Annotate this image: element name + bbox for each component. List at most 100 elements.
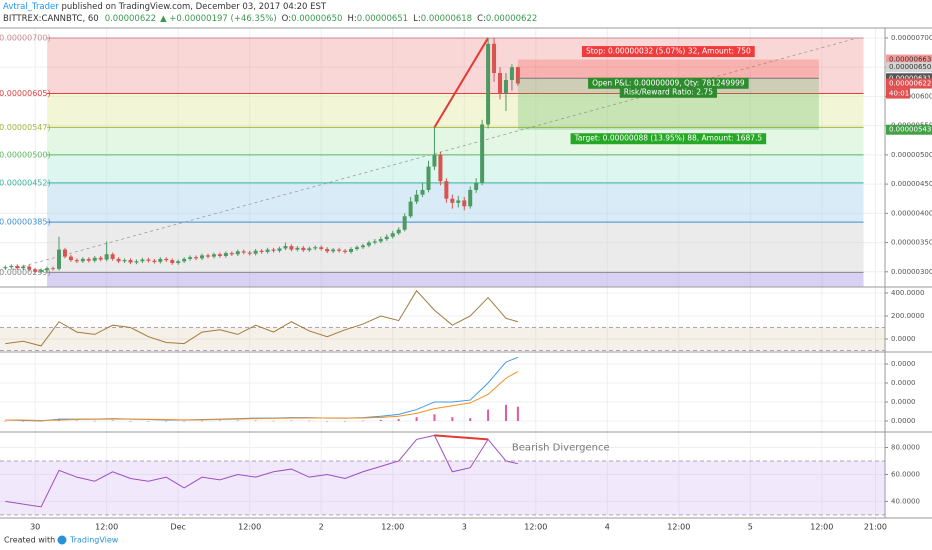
y-tick-label: 60.0000 (891, 470, 920, 478)
candle-body (98, 257, 103, 260)
y-tick-label: 400.0000 (891, 289, 924, 297)
histogram-bar (308, 420, 311, 422)
fib-band (47, 222, 864, 273)
fib-band (47, 93, 864, 128)
author[interactable]: Avtral_Trader (3, 2, 59, 12)
fib-label: (0.00000299) (0, 268, 51, 277)
y-tick-label: 0.00000350 (891, 239, 932, 247)
candle-body (271, 249, 276, 251)
candle-body (384, 236, 389, 240)
histogram-bar (516, 406, 519, 421)
panes: 30 12:00 Dec 12:00 2 12:00 3 12:00 4 12:00 5 12:00 2… (0, 27, 932, 532)
last-price: 0.00000622 (105, 14, 156, 24)
price-badge-label: 0.00000631 (889, 74, 931, 82)
candle-body (265, 249, 270, 252)
histogram-bar (361, 420, 364, 422)
candle-body (259, 250, 264, 252)
indicator-line (5, 289, 519, 347)
price-badge-label: 0.00000543 (889, 126, 931, 134)
candle-body (170, 260, 175, 264)
candle-body (27, 266, 32, 270)
candle-body (152, 260, 157, 262)
candle-body (474, 182, 479, 190)
candle-body (295, 247, 300, 250)
histogram-bar (433, 414, 436, 421)
candle-body (68, 256, 73, 261)
price-badge (886, 54, 932, 65)
y-tick-label: 200.0000 (891, 312, 924, 320)
footer-text: Created with (4, 536, 55, 545)
histogram-bar (379, 419, 382, 421)
candle-body (229, 253, 234, 255)
price-badge (886, 62, 932, 73)
histogram-bar (254, 420, 257, 422)
y-tick-label: 0.0000 (891, 398, 916, 406)
price-badge (886, 73, 932, 84)
position-label: Risk/Reward Ratio: 2.75 (624, 87, 713, 96)
histogram-bar (451, 417, 454, 421)
fib-label: (0.00000452) (0, 178, 51, 187)
ohlc-value: 0.00000618 (421, 14, 472, 24)
change: ▲ +0.00000197 (+46.35%) (160, 14, 277, 24)
candle-body (337, 249, 342, 251)
histogram-bar (4, 420, 7, 422)
band-fill (0, 460, 885, 515)
stop-zone (517, 59, 819, 79)
y-tick-label: 0.00000400 (891, 209, 932, 217)
histogram-bar (236, 420, 239, 422)
logo (57, 535, 67, 545)
x-tick-label: 2 (319, 523, 324, 532)
candle-body (86, 258, 91, 261)
candle-body (414, 194, 419, 202)
histogram-bar (397, 419, 400, 421)
price-badge-label: 0.00000622 (889, 80, 931, 88)
indicator-line (5, 434, 518, 508)
candle-body (408, 201, 413, 217)
candle-body (205, 255, 210, 257)
footer-brand[interactable]: TradingView (69, 536, 119, 545)
x-tick-label: 30 (30, 523, 40, 532)
candle-body (378, 239, 383, 242)
candle-body (426, 166, 431, 190)
candle-body (390, 233, 395, 237)
y-tick-label: 0.0000 (891, 360, 916, 368)
candle-body (80, 258, 85, 262)
candle-body (396, 229, 401, 234)
histogram-bar (75, 420, 78, 422)
histogram-bar (469, 418, 472, 421)
candle-body (57, 249, 61, 269)
histogram-bar (147, 420, 150, 422)
x-tick-label: 12:00 (524, 523, 547, 532)
candle-body (51, 268, 56, 270)
y-tick-label: 0.0000 (891, 379, 916, 387)
x-tick-label: 12:00 (381, 523, 404, 532)
candle-body (313, 247, 318, 249)
y-tick-label: 0.00000600 (891, 92, 932, 100)
candle-body (468, 189, 473, 207)
candle-body (444, 181, 449, 199)
candle-body (432, 154, 437, 167)
candle-body (349, 248, 354, 252)
histogram-bar (344, 420, 347, 422)
candle-body (158, 258, 163, 262)
fib-band (47, 272, 864, 287)
candle-body (307, 248, 312, 251)
price-badge (886, 124, 932, 135)
y-tick-label: 0.0000 (891, 335, 916, 343)
position-label-box (570, 133, 767, 145)
candle-body (277, 248, 282, 251)
annotation: Bearish Divergence (512, 443, 610, 454)
x-tick-label: 5 (748, 523, 753, 532)
candle-body (343, 250, 348, 252)
position-label: Stop: 0.00000032 (5.07%) 32, Amount: 750 (586, 47, 751, 56)
candle-body (301, 247, 306, 251)
candle-body (354, 247, 359, 249)
countdown-badge (886, 88, 910, 99)
candle-body (319, 247, 324, 249)
candle-body (39, 270, 44, 272)
candle-body (3, 267, 8, 269)
position-label-box (581, 46, 755, 58)
candle-body (182, 258, 187, 262)
histogram-bar (183, 420, 186, 422)
